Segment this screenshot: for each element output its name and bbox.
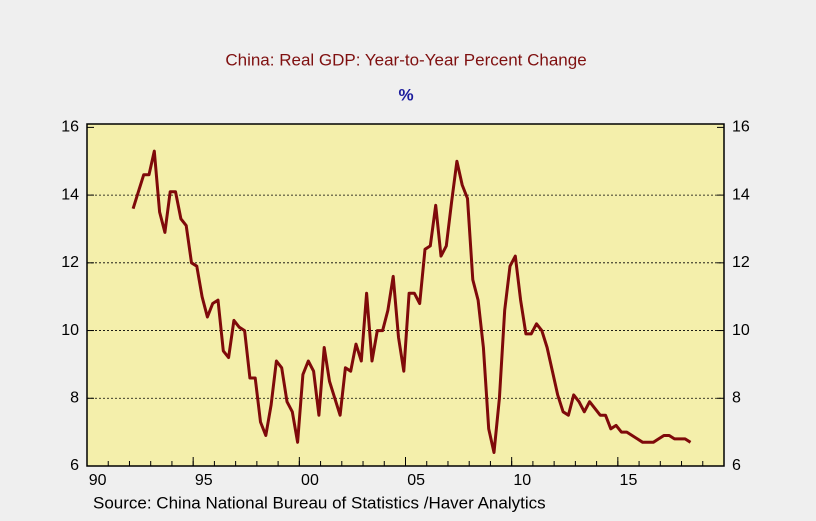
y2-tick-label: 8 xyxy=(732,389,741,406)
y-tick-label: 16 xyxy=(61,119,79,136)
y2-tick-label: 16 xyxy=(732,119,750,136)
y2-tick-label: 6 xyxy=(732,457,741,474)
x-tick-label: 15 xyxy=(620,472,638,489)
x-tick-label: 00 xyxy=(301,472,319,489)
x-tick-label: 05 xyxy=(407,472,425,489)
y-tick-label: 10 xyxy=(61,322,79,339)
y-tick-label: 12 xyxy=(61,254,79,271)
y2-tick-label: 14 xyxy=(732,186,750,203)
chart-title: China: Real GDP: Year-to-Year Percent Ch… xyxy=(225,50,586,69)
x-tick-label: 95 xyxy=(195,472,213,489)
y2-tick-label: 10 xyxy=(732,322,750,339)
chart-subtitle: % xyxy=(398,85,413,104)
y-tick-label: 8 xyxy=(70,389,79,406)
y-tick-label: 14 xyxy=(61,186,79,203)
y-tick-label: 6 xyxy=(70,457,79,474)
x-tick-label: 10 xyxy=(513,472,531,489)
plot-area xyxy=(86,123,725,467)
x-tick-label: 90 xyxy=(89,472,107,489)
data-line xyxy=(131,149,692,454)
y2-tick-label: 12 xyxy=(732,254,750,271)
source-note: Source: China National Bureau of Statist… xyxy=(93,493,546,512)
